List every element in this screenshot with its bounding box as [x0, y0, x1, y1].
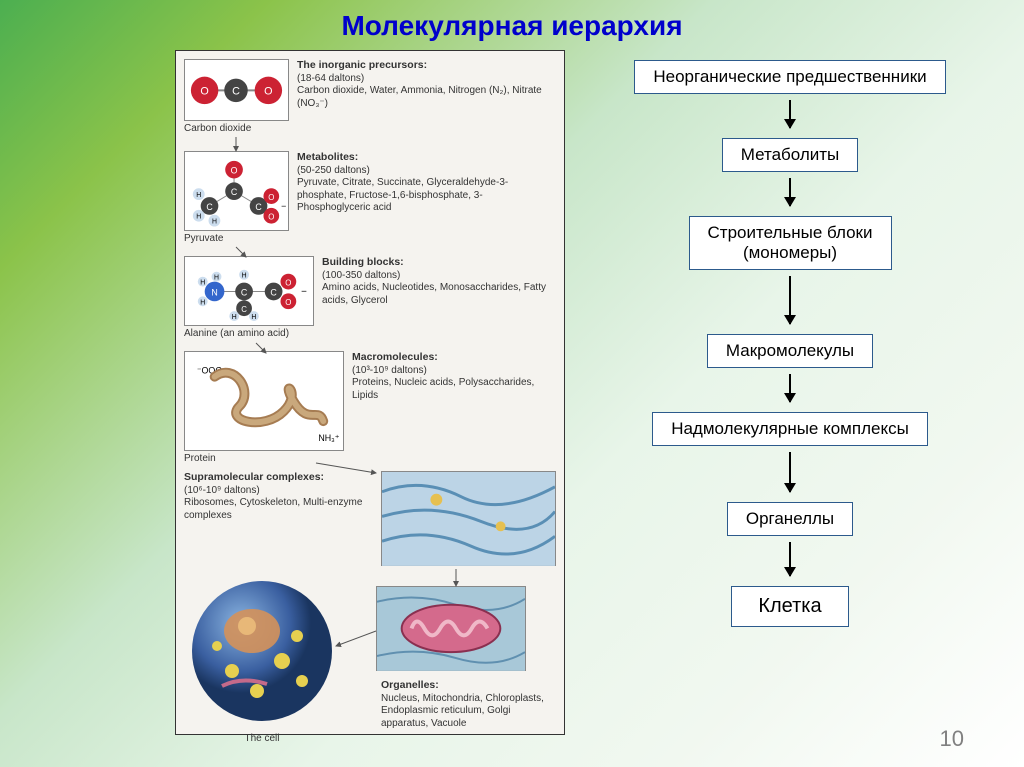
building-text: Building blocks: (100-350 daltons) Amino… — [322, 256, 556, 307]
svg-text:C: C — [270, 287, 277, 297]
svg-text:O: O — [268, 213, 274, 222]
svg-text:H: H — [212, 219, 217, 226]
svg-text:H: H — [251, 314, 256, 321]
svg-text:N: N — [211, 287, 217, 297]
svg-text:O: O — [285, 279, 291, 288]
svg-text:C: C — [241, 305, 247, 314]
flow-node-building: Строительные блоки (мономеры) — [689, 216, 892, 270]
svg-text:H: H — [196, 214, 201, 221]
macromol-sub: (10³-10⁹ daltons) — [352, 365, 427, 376]
building-sub: (100-350 daltons) — [322, 270, 400, 281]
flow-node-inorganic: Неорганические предшественники — [634, 60, 945, 94]
flow-node-macromol: Макромолекулы — [707, 334, 873, 368]
organelles-text: Organelles: Nucleus, Mitochondria, Chlor… — [381, 679, 556, 730]
svg-text:O: O — [231, 166, 238, 176]
supramol-heading: Supramolecular complexes: — [184, 471, 324, 483]
svg-text:−: − — [281, 201, 286, 211]
tb-row-organelles — [376, 586, 556, 671]
metabolites-text: Metabolites: (50-250 daltons) Pyruvate, … — [297, 151, 556, 215]
inorganic-sub: (18-64 daltons) — [297, 73, 364, 84]
pyruvate-diagram: O C C C H H H O O − — [184, 151, 289, 231]
macromol-body: Proteins, Nucleic acids, Polysaccharides… — [352, 377, 534, 401]
svg-text:NH₃⁺: NH₃⁺ — [318, 433, 339, 443]
building-body: Amino acids, Nucleotides, Monosaccharide… — [322, 282, 546, 306]
flow-arrow — [789, 542, 791, 576]
co2-diagram: O C O — [184, 59, 289, 121]
svg-text:−: − — [301, 286, 307, 297]
flow-arrow — [789, 452, 791, 492]
svg-text:O: O — [264, 85, 272, 97]
cell-caption: The cell — [182, 733, 342, 744]
flow-arrow — [789, 178, 791, 206]
flow-node-metabolites: Метаболиты — [722, 138, 859, 172]
svg-text:C: C — [255, 202, 262, 212]
inorganic-text: The inorganic precursors: (18-64 daltons… — [297, 59, 556, 110]
flow-node-cell: Клетка — [731, 586, 848, 627]
svg-text:C: C — [232, 85, 240, 97]
svg-text:H: H — [200, 280, 205, 287]
inorganic-heading: The inorganic precursors: — [297, 59, 427, 71]
svg-text:O: O — [285, 298, 291, 307]
svg-text:O: O — [268, 193, 274, 202]
supramol-diagram — [381, 471, 556, 566]
metabolites-sub: (50-250 daltons) — [297, 165, 370, 176]
svg-text:H: H — [214, 275, 219, 282]
tb-row-inorganic: O C O Carbon dioxide The inorganic precu… — [184, 59, 556, 134]
flow-node-supramol: Надмолекулярные комплексы — [652, 412, 928, 446]
flowchart: Неорганические предшественники Метаболит… — [600, 60, 980, 627]
flow-arrow — [789, 374, 791, 402]
co2-caption: Carbon dioxide — [184, 123, 289, 134]
metabolites-body: Pyruvate, Citrate, Succinate, Glyceralde… — [297, 177, 508, 213]
inorganic-body: Carbon dioxide, Water, Ammonia, Nitrogen… — [297, 85, 542, 109]
supramol-text: Supramolecular complexes: (10⁶-10⁹ dalto… — [184, 471, 373, 522]
flow-arrow — [789, 100, 791, 128]
organelles-heading: Organelles: — [381, 679, 439, 691]
svg-text:H: H — [242, 273, 247, 280]
alanine-diagram: N C C H H H H C H H O O − — [184, 256, 314, 326]
organelles-body: Nucleus, Mitochondria, Chloroplasts, End… — [381, 693, 544, 729]
svg-text:C: C — [241, 287, 248, 297]
svg-text:H: H — [232, 314, 237, 321]
organelle-diagram — [376, 586, 526, 671]
tb-row-supramol: Supramolecular complexes: (10⁶-10⁹ dalto… — [184, 471, 556, 566]
flow-arrow — [789, 276, 791, 324]
macromol-text: Macromolecules: (10³-10⁹ daltons) Protei… — [352, 351, 556, 402]
svg-text:C: C — [206, 202, 213, 212]
tb-row-building: N C C H H H H C H H O O − Alanine (an am… — [184, 256, 556, 339]
cell-diagram: The cell — [182, 576, 342, 744]
supramol-body: Ribosomes, Cytoskeleton, Multi-enzyme co… — [184, 497, 362, 521]
protein-caption: Protein — [184, 453, 344, 464]
textbook-panel: O C O Carbon dioxide The inorganic precu… — [175, 50, 565, 735]
tb-row-macromol: ⁻OOC NH₃⁺ Protein Macromolecules: (10³-1… — [184, 351, 556, 464]
protein-diagram: ⁻OOC NH₃⁺ — [184, 351, 344, 451]
svg-text:O: O — [200, 85, 208, 97]
flow-node-organelles: Органеллы — [727, 502, 853, 536]
metabolites-heading: Metabolites: — [297, 151, 358, 163]
svg-text:H: H — [196, 192, 201, 199]
building-heading: Building blocks: — [322, 256, 404, 268]
alanine-caption: Alanine (an amino acid) — [184, 328, 314, 339]
page-title: Молекулярная иерархия — [0, 10, 1024, 42]
macromol-heading: Macromolecules: — [352, 351, 438, 363]
pyruvate-caption: Pyruvate — [184, 233, 289, 244]
svg-text:H: H — [200, 299, 205, 306]
page-number: 10 — [940, 726, 964, 752]
tb-row-metabolites: O C C C H H H O O − Pyruvate Metabolites… — [184, 151, 556, 244]
svg-text:C: C — [231, 187, 238, 197]
supramol-sub: (10⁶-10⁹ daltons) — [184, 485, 260, 496]
